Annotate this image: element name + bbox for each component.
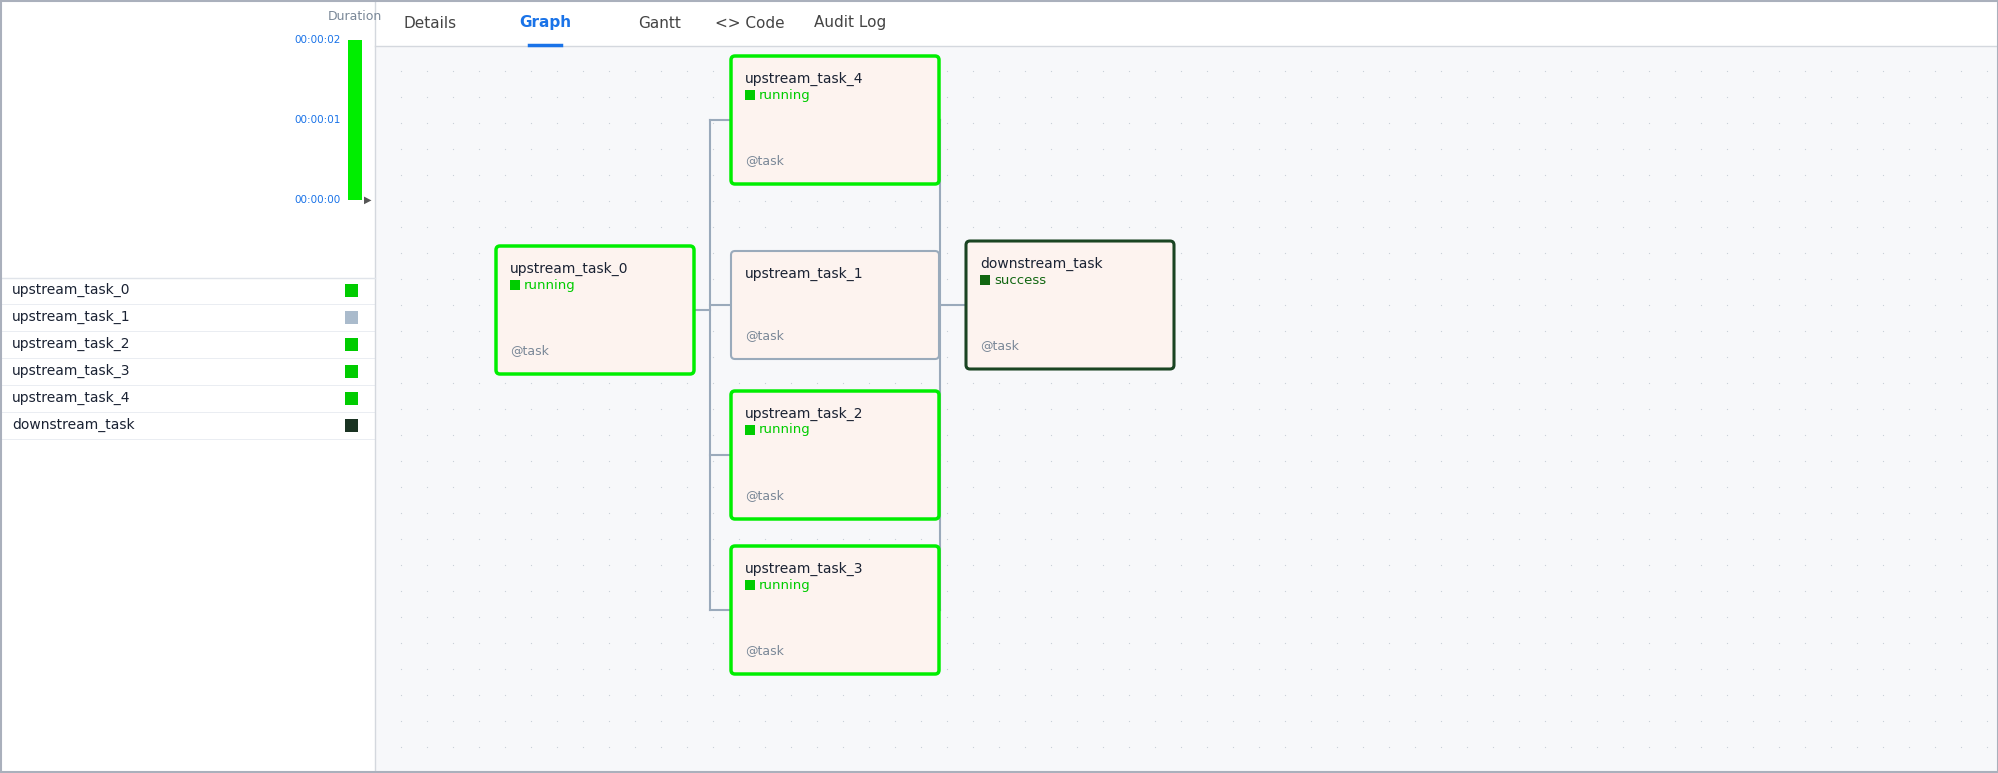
Text: Gantt: Gantt [637,15,681,30]
Text: downstream_task: downstream_task [979,257,1103,271]
Text: upstream_task_3: upstream_task_3 [745,562,863,576]
FancyBboxPatch shape [731,546,939,674]
Text: running: running [759,578,811,591]
Text: downstream_task: downstream_task [12,418,134,432]
Text: 00:00:00: 00:00:00 [294,195,342,205]
Bar [745,580,755,590]
Bar [346,418,358,431]
Bar [348,40,362,200]
FancyBboxPatch shape [731,251,939,359]
Text: upstream_task_3: upstream_task_3 [12,364,130,378]
Text: Details: Details [404,15,456,30]
Text: @task: @task [745,644,783,657]
Text: success: success [993,274,1045,287]
Text: @task: @task [979,339,1019,352]
FancyBboxPatch shape [496,246,693,374]
Bar [745,90,755,100]
Text: upstream_task_1: upstream_task_1 [12,310,130,324]
FancyBboxPatch shape [731,391,939,519]
Text: upstream_task_0: upstream_task_0 [509,262,627,276]
Text: 00:00:02: 00:00:02 [294,35,342,45]
Text: upstream_task_1: upstream_task_1 [745,267,863,281]
Text: 00:00:01: 00:00:01 [294,115,342,125]
Bar [346,391,358,404]
Bar [346,338,358,350]
FancyBboxPatch shape [965,241,1173,369]
Bar [979,275,989,285]
Text: <> Code: <> Code [715,15,785,30]
Text: @task: @task [745,154,783,167]
Text: Duration: Duration [328,10,382,23]
Text: upstream_task_4: upstream_task_4 [745,72,863,86]
Bar [376,0,1998,46]
Text: Graph: Graph [519,15,571,30]
Bar [509,280,519,290]
Text: ▶: ▶ [364,195,372,205]
Bar [745,425,755,435]
Bar [376,46,1998,773]
Text: upstream_task_2: upstream_task_2 [745,407,863,421]
Bar [0,0,376,773]
Text: running: running [759,88,811,101]
Text: running: running [759,424,811,437]
Text: upstream_task_2: upstream_task_2 [12,337,130,351]
Bar [346,365,358,377]
Bar [346,311,358,323]
Text: running: running [523,278,575,291]
Text: Audit Log: Audit Log [813,15,885,30]
Text: upstream_task_4: upstream_task_4 [12,391,130,405]
Text: @task: @task [745,489,783,502]
Bar [346,284,358,297]
Text: upstream_task_0: upstream_task_0 [12,283,130,297]
FancyBboxPatch shape [731,56,939,184]
Text: @task: @task [745,329,783,342]
Text: @task: @task [509,344,549,357]
